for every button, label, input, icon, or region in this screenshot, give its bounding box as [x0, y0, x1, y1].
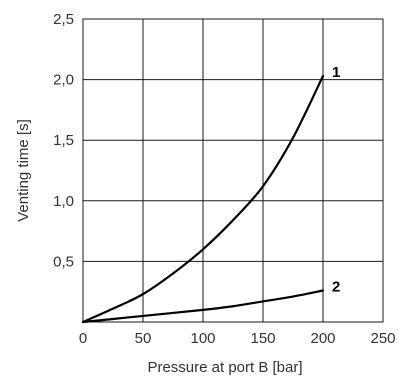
series-2-line — [81, 289, 325, 324]
plot-frame — [82, 18, 384, 323]
x-tick-label-2: 100 — [190, 330, 215, 347]
series-group: 12 — [81, 64, 340, 324]
x-tick-label-5: 250 — [370, 330, 395, 347]
y-tick-label-4: 2,5 — [53, 11, 74, 28]
x-axis-label: Pressure at port B [bar] — [147, 359, 302, 376]
y-tick-label-1: 1,0 — [53, 193, 74, 210]
y-axis-label: Venting time [s] — [15, 119, 32, 222]
series-2-label: 2 — [332, 278, 340, 295]
y-tick-label-2: 1,5 — [53, 132, 74, 149]
x-tick-label-1: 50 — [135, 330, 152, 347]
y-tick-label-3: 2,0 — [53, 72, 74, 89]
x-tick-label-0: 0 — [79, 330, 87, 347]
x-tick-label-4: 200 — [310, 330, 335, 347]
grid — [83, 19, 383, 322]
y-tick-labels: 0,5 1,0 1,5 2,0 2,5 — [53, 11, 74, 270]
series-1-label: 1 — [332, 64, 340, 81]
x-tick-labels: 0 50 100 150 200 250 — [79, 330, 396, 347]
x-tick-label-3: 150 — [250, 330, 275, 347]
series-1-line — [81, 74, 325, 324]
y-tick-label-0: 0,5 — [53, 253, 74, 270]
